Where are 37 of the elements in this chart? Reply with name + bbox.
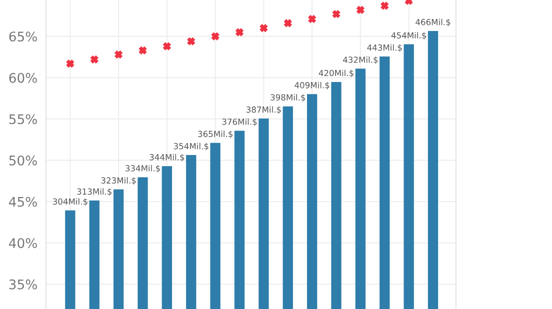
y-tick-label: 45% [8,196,37,207]
data-label: 365Mil.$ [198,130,232,138]
data-label: 432Mil.$ [343,56,378,64]
point [90,56,98,64]
data-label: 420Mil.$ [318,70,354,78]
point [284,19,292,27]
data-label: 409Mil.$ [294,82,330,90]
data-label: 466Mil.$ [416,18,450,26]
y-tick-label: 35% [9,279,37,290]
data-label: 443Mil.$ [367,44,402,52]
data-label: 323Mil.$ [101,177,136,185]
data-label: 387Mil.$ [246,106,281,114]
point [138,46,147,54]
y-tick-label: 65% [9,32,37,42]
point [380,2,388,10]
data-label: 354Mil.$ [174,142,208,150]
point [260,24,268,32]
data-label: 376Mil.$ [222,118,257,126]
point [114,50,122,58]
y-tick-label: 60% [9,72,37,83]
y-tick-label: 55% [9,114,37,124]
data-label: 344Mil.$ [150,154,184,162]
data-label: 334Mil.$ [126,164,160,173]
y-tick-label: 40% [8,238,37,248]
data-label: 313Mil.$ [77,188,112,196]
point [212,32,220,40]
point [236,28,244,36]
point [66,60,74,68]
point [332,10,340,18]
data-label: 304Mil.$ [52,198,88,206]
point [163,42,171,50]
point [308,15,316,23]
data-label: 398Mil.$ [270,94,306,102]
y-tick-label: 50% [9,156,37,166]
data-label: 454Mil.$ [391,32,426,40]
point [356,6,364,14]
point [187,37,195,46]
